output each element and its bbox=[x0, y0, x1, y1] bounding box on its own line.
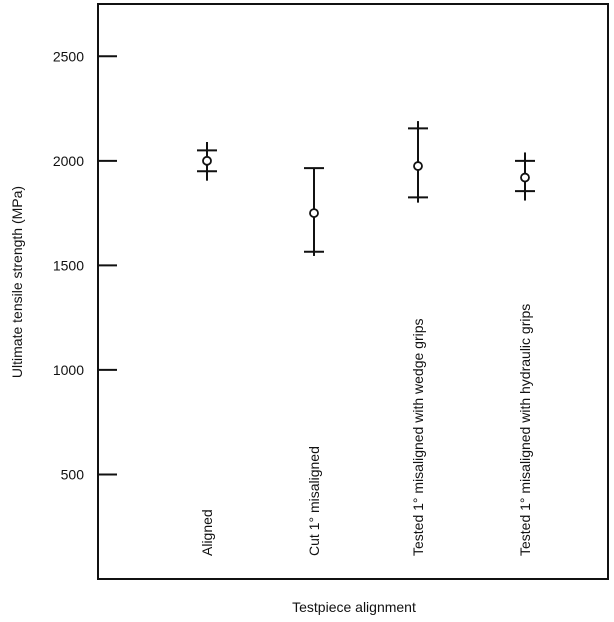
data-marks bbox=[197, 121, 535, 256]
y-axis-title: Ultimate tensile strength (MPa) bbox=[9, 186, 25, 378]
category-labels: Aligned Cut 1° misaligned Tested 1° misali… bbox=[199, 304, 533, 556]
y-tick-label: 2000 bbox=[53, 153, 84, 169]
category-label: Tested 1° misaligned with hydraulic grip… bbox=[517, 304, 533, 556]
category-label: Aligned bbox=[199, 509, 215, 556]
plot-frame bbox=[97, 3, 609, 580]
category-label: Tested 1° misaligned with wedge grips bbox=[410, 318, 426, 556]
mean-point bbox=[309, 208, 319, 218]
mean-point bbox=[520, 172, 530, 183]
mean-point bbox=[202, 155, 212, 166]
y-axis: 500 1000 1500 2000 2500 bbox=[53, 48, 117, 482]
y-tick-label: 2500 bbox=[53, 48, 84, 64]
mean-point bbox=[413, 161, 423, 171]
y-tick-label: 1500 bbox=[53, 257, 84, 273]
category-label: Cut 1° misaligned bbox=[306, 446, 322, 556]
y-tick-label: 500 bbox=[61, 466, 85, 482]
x-axis-title: Testpiece alignment bbox=[292, 599, 416, 615]
y-tick-label: 1000 bbox=[53, 362, 84, 378]
